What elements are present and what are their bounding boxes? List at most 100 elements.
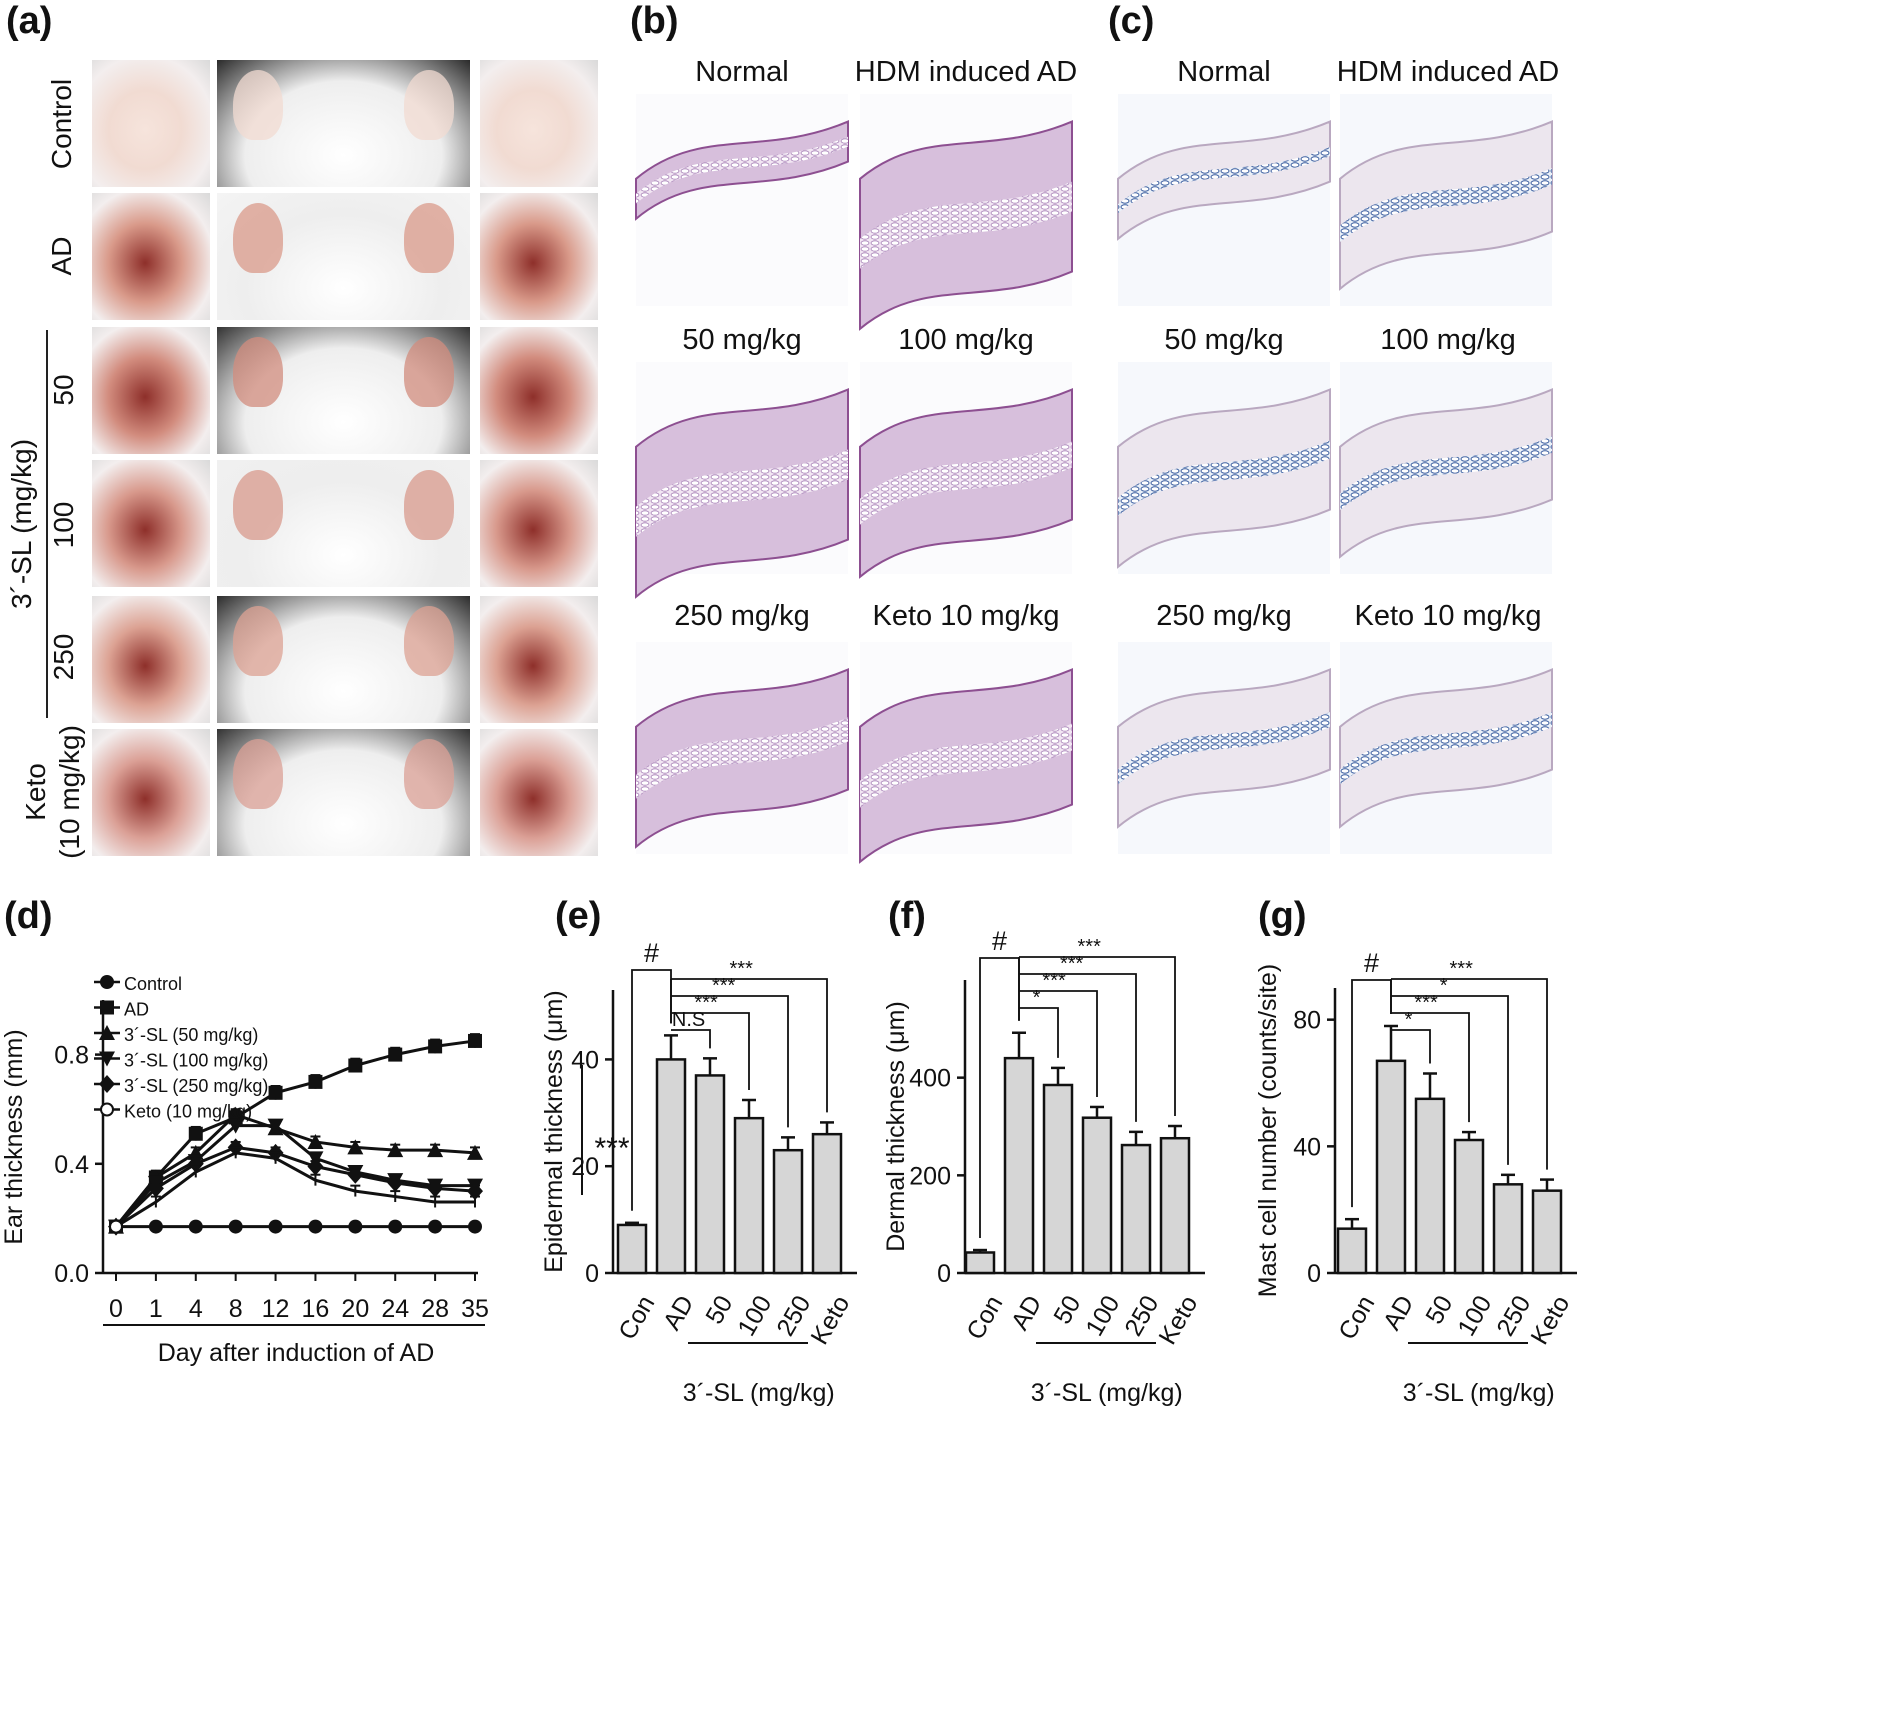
he-image-r1-c1 — [859, 362, 1073, 579]
f-mark-hash: # — [992, 926, 1007, 956]
d-ylabel: Ear thickness (mm) — [0, 1029, 28, 1244]
d-ytick-label: 0.8 — [54, 1042, 89, 1070]
e-bracket-3 — [671, 1012, 750, 1090]
d-legend-label: Control — [124, 974, 182, 994]
f-mark-5: *** — [1078, 936, 1102, 958]
f-ytick-label: 200 — [909, 1162, 951, 1190]
e-bar-Keto — [811, 1132, 843, 1275]
f-bar-AD — [1003, 1056, 1035, 1275]
d-legend-marker — [100, 1000, 114, 1015]
d-point-4 — [187, 1154, 204, 1173]
mouse-photo-r2-c0 — [92, 327, 210, 454]
d-xtick-label: 24 — [381, 1295, 409, 1323]
d-xtick-label: 35 — [461, 1295, 489, 1323]
panel-label-a: (a) — [6, 0, 53, 42]
d-xtick-label: 12 — [262, 1295, 290, 1323]
histology-image-grid — [635, 94, 1553, 864]
panel-label-c: (c) — [1108, 0, 1155, 42]
d-legend-marker — [99, 1025, 115, 1040]
panel-label-g: (g) — [1258, 895, 1307, 937]
panel-label-e: (e) — [555, 895, 602, 937]
d-series-line-1 — [114, 1039, 476, 1228]
f-xtick-label-Keto: Keto — [1153, 1291, 1203, 1350]
d-point-5 — [109, 1219, 123, 1234]
d-xtick-label: 8 — [229, 1295, 243, 1323]
c-caption-hdm: HDM induced AD — [1336, 56, 1560, 88]
e-bracket-4 — [671, 995, 789, 1128]
e-bar-250 — [772, 1148, 804, 1275]
f-mark-2: * — [1033, 987, 1041, 1009]
g-xtick-label-50: 50 — [1420, 1291, 1458, 1329]
f-bracket-4 — [1019, 973, 1137, 1122]
tb-image-r0-c1 — [1339, 94, 1553, 306]
g-ytick-label: 80 — [1293, 1007, 1321, 1035]
d-ytick-label: 0.0 — [54, 1260, 89, 1288]
e-mark-hash: # — [644, 938, 659, 968]
e-ylabel: Epidermal thickness (μm) — [540, 990, 568, 1273]
d-point-0 — [348, 1219, 363, 1234]
d-point-2 — [387, 1142, 404, 1158]
d-legend-marker — [100, 975, 114, 989]
d-legend-label: 3´-SL (50 mg/kg) — [124, 1025, 258, 1045]
e-mark-5: *** — [730, 958, 754, 980]
f-ylabel: Dermal thickness (μm) — [882, 1001, 910, 1252]
b-caption-50: 50 mg/kg — [682, 324, 802, 356]
e-ytick-label: 20 — [571, 1153, 599, 1181]
d-point-0 — [388, 1219, 403, 1234]
b-caption-hdm: HDM induced AD — [854, 56, 1078, 88]
d-point-4 — [387, 1173, 404, 1192]
g-xtick-label-Keto: Keto — [1525, 1291, 1575, 1350]
mouse-photo-r0-c0 — [92, 60, 210, 187]
f-bracket-5 — [1019, 956, 1176, 1117]
d-xtick-label: 1 — [149, 1295, 163, 1323]
tb-image-r1-c1 — [1339, 362, 1553, 574]
f-ytick-label: 400 — [909, 1065, 951, 1093]
f-xtick-label-100: 100 — [1080, 1291, 1125, 1341]
d-xlabel: Day after induction of AD — [158, 1339, 435, 1367]
b-caption-250: 250 mg/kg — [674, 600, 810, 632]
g-bracket-2 — [1391, 1029, 1431, 1064]
tb-image-r0-c0 — [1117, 94, 1331, 306]
g-mark-hash: # — [1364, 948, 1379, 978]
b-caption-normal: Normal — [695, 56, 789, 88]
c-caption-50: 50 mg/kg — [1164, 324, 1284, 356]
d-point-3 — [267, 1118, 284, 1134]
d-legend-label: 3´-SL (100 mg/kg) — [124, 1051, 268, 1071]
he-image-r0-c0 — [635, 94, 849, 306]
g-ytick-label: 0 — [1307, 1260, 1321, 1288]
e-bracket-5 — [671, 978, 828, 1113]
f-mark-4: *** — [1060, 953, 1084, 975]
g-xtick-label-AD: AD — [1378, 1291, 1420, 1335]
d-xtick-label: 20 — [341, 1295, 369, 1323]
d-point-0 — [268, 1219, 283, 1234]
g-bar-250 — [1492, 1183, 1524, 1275]
d-series-line-5 — [115, 1151, 475, 1228]
mouse-photo-r1-c0 — [92, 193, 210, 320]
mouse-photo-r3-c1 — [217, 460, 470, 587]
tb-image-r2-c0 — [1117, 642, 1331, 854]
c-caption-100: 100 mg/kg — [1380, 324, 1516, 356]
mouse-photo-r3-c0 — [92, 460, 210, 587]
d-point-3 — [227, 1118, 244, 1134]
c-caption-normal: Normal — [1177, 56, 1271, 88]
e-xtick-label-Keto: Keto — [805, 1291, 855, 1350]
e-xtick-label-AD: AD — [658, 1291, 700, 1335]
mouse-photo-r1-c2 — [480, 193, 598, 320]
d-point-1 — [468, 1033, 482, 1048]
g-bar-50 — [1414, 1097, 1446, 1275]
d-point-1 — [428, 1039, 443, 1054]
b-caption-keto: Keto 10 mg/kg — [872, 600, 1060, 632]
d-legend-label: 3´-SL (250 mg/kg) — [124, 1076, 268, 1096]
d-point-1 — [308, 1074, 323, 1089]
f-bar-100 — [1081, 1116, 1113, 1275]
d-point-0 — [468, 1219, 482, 1234]
d-point-2 — [427, 1142, 444, 1158]
d-point-1 — [388, 1047, 403, 1062]
he-image-r0-c1 — [859, 94, 1073, 331]
he-image-r1-c0 — [635, 362, 849, 599]
d-point-1 — [268, 1085, 283, 1100]
d-point-2 — [347, 1139, 364, 1155]
e-ytick-label: 40 — [571, 1046, 599, 1074]
d-legend-label: Keto (10 mg/kg) — [124, 1102, 252, 1122]
e-mark-4: *** — [712, 975, 736, 997]
